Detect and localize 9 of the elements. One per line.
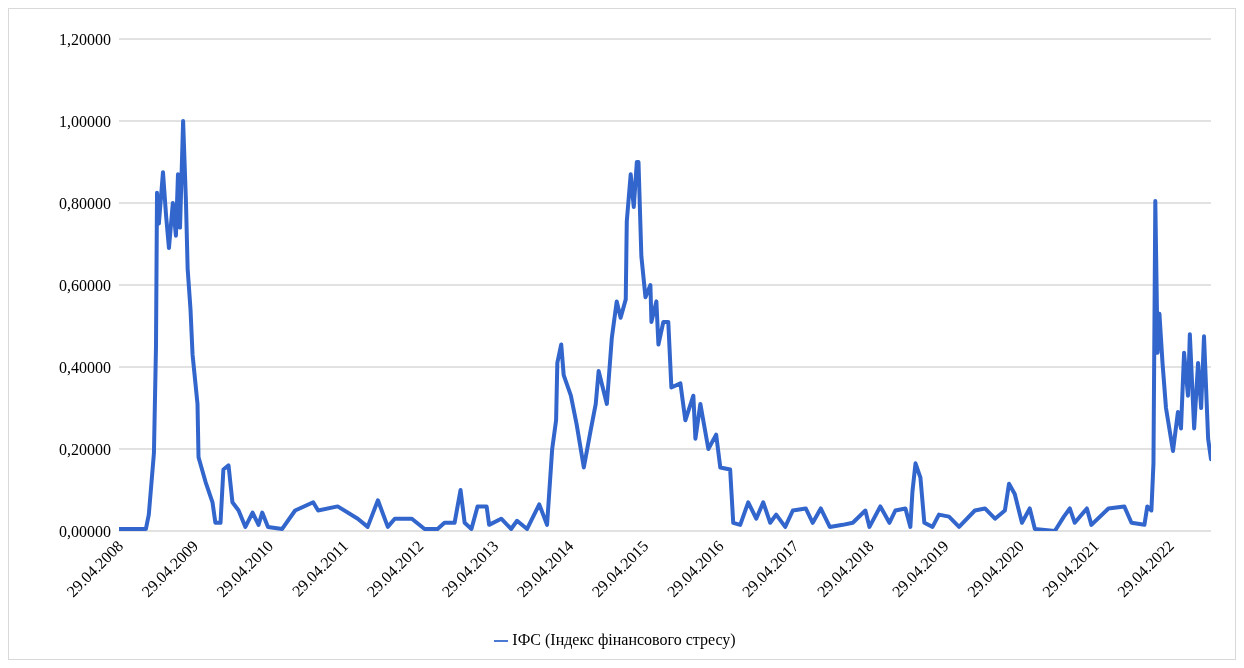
line-series	[119, 119, 1211, 531]
y-tick-label: 0,00000	[59, 522, 111, 540]
y-tick-label: 0,40000	[59, 358, 111, 376]
y-tick-label: 1,00000	[59, 112, 111, 130]
y-tick-label: 1,20000	[59, 30, 111, 48]
legend-label: ІФС (Індекс фінансового стресу)	[512, 631, 736, 648]
y-tick-label: 0,20000	[59, 440, 111, 458]
y-tick-label: 0,60000	[59, 276, 111, 294]
y-tick-label: 0,80000	[59, 194, 111, 212]
